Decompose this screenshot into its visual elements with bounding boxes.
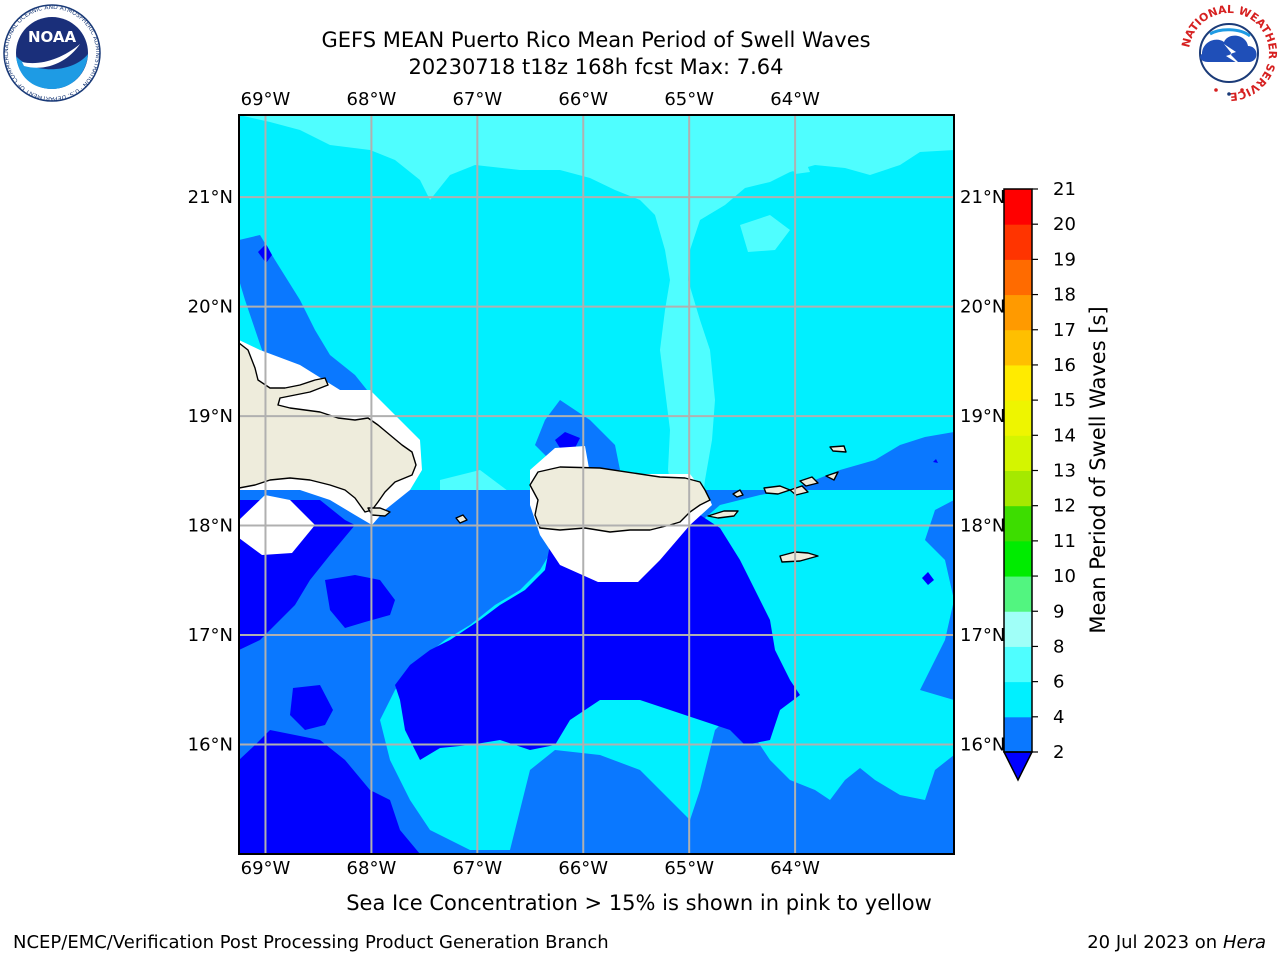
colorbar-segment	[1004, 470, 1032, 507]
colorbar-segment	[1004, 224, 1032, 260]
colorbar-segment	[1004, 435, 1032, 471]
lat-tick-right: 19°N	[960, 406, 1005, 427]
lat-tick-left: 20°N	[188, 297, 233, 318]
colorbar-tick-label: 19	[1053, 249, 1076, 270]
lat-tick-left: 19°N	[188, 406, 233, 427]
map-frame	[238, 114, 955, 855]
colorbar-tick-label: 16	[1053, 355, 1076, 376]
colorbar-segment	[1004, 329, 1032, 366]
svg-text:NOAA: NOAA	[28, 28, 77, 46]
lat-tick-right: 20°N	[960, 297, 1005, 318]
colorbar-label: Mean Period of Swell Waves [s]	[1086, 306, 1110, 633]
lat-tick-right: 16°N	[960, 735, 1005, 756]
colorbar-segment	[1004, 716, 1032, 753]
mona-island	[455, 514, 468, 524]
anegada-island	[829, 445, 847, 453]
lon-tick-top: 68°W	[347, 89, 397, 110]
colorbar-tick-label: 11	[1053, 531, 1076, 552]
colorbar-segment	[1004, 400, 1032, 436]
st-thomas-island	[763, 485, 791, 495]
colorbar-segment	[1004, 646, 1032, 683]
map-plot-area	[239, 115, 954, 854]
footer-org: NCEP/EMC/Verification Post Processing Pr…	[13, 932, 609, 953]
lon-tick-bottom: 69°W	[241, 858, 291, 879]
colorbar-tick-label: 9	[1053, 601, 1064, 622]
lat-tick-left: 17°N	[188, 625, 233, 646]
tortola-island	[799, 476, 819, 487]
lat-tick-right: 18°N	[960, 516, 1005, 537]
colorbar-segment	[1004, 294, 1032, 331]
lon-tick-top: 69°W	[241, 89, 291, 110]
colorbar-segment	[1004, 576, 1032, 612]
lon-tick-bottom: 68°W	[347, 858, 397, 879]
swell-contour-below-2	[239, 244, 938, 854]
colorbar-tick-label: 8	[1053, 636, 1064, 657]
colorbar-segment	[1004, 259, 1032, 296]
colorbar-tick-label: 15	[1053, 390, 1076, 411]
colorbar-segment	[1004, 189, 1032, 225]
sea-ice-note: Sea Ice Concentration > 15% is shown in …	[346, 891, 932, 915]
chart-subtitle: 20230718 t18z 168h fcst Max: 7.64	[408, 55, 784, 79]
colorbar-tick-label: 12	[1053, 496, 1076, 517]
graticule	[239, 115, 954, 854]
vieques-island	[707, 510, 739, 519]
lon-tick-bottom: 66°W	[558, 858, 608, 879]
footer-date: 20 Jul 2023 on Hera	[1087, 932, 1266, 953]
lon-tick-top: 64°W	[770, 89, 820, 110]
colorbar-segment	[1004, 540, 1032, 577]
lat-tick-left: 16°N	[188, 735, 233, 756]
colorbar-tick-label: 18	[1053, 285, 1076, 306]
colorbar: 2 4 6 8 9 10 11 12 13 14 15 16 17 18 19 20 21 Mean Period…	[1002, 179, 1110, 782]
colorbar-tick-label: 14	[1053, 425, 1076, 446]
colorbar-tick-label: 4	[1053, 707, 1064, 728]
culebra-island	[732, 489, 744, 498]
lon-tick-bottom: 67°W	[452, 858, 502, 879]
colorbar-tick-label: 6	[1053, 672, 1064, 693]
virgin-gorda-island	[825, 471, 839, 481]
chart-title: GEFS MEAN Puerto Rico Mean Period of Swe…	[321, 28, 871, 52]
colorbar-tick-label: 10	[1053, 566, 1076, 587]
lon-tick-top: 66°W	[558, 89, 608, 110]
footer-machine: Hera	[1222, 932, 1266, 953]
colorbar-segment	[1004, 611, 1032, 647]
colorbar-segment	[1004, 681, 1032, 718]
colorbar-tick-label: 21	[1053, 179, 1076, 200]
colorbar-segment	[1004, 364, 1032, 401]
lon-tick-top: 67°W	[452, 89, 502, 110]
colorbar-tick-label: 17	[1053, 320, 1076, 341]
colorbar-tick-label: 20	[1053, 214, 1076, 235]
lat-tick-left: 21°N	[188, 187, 233, 208]
colorbar-extend-arrow	[1002, 751, 1034, 782]
lon-tick-bottom: 64°W	[770, 858, 820, 879]
noaa-logo: NATIONAL OCEANIC AND ATMOSPHERIC ADMINIS…	[2, 4, 101, 102]
colorbar-tick-label: 2	[1053, 742, 1064, 763]
colorbar-segment	[1004, 505, 1032, 542]
colorbar-tick-label: 13	[1053, 461, 1076, 482]
lat-tick-left: 18°N	[188, 516, 233, 537]
lat-tick-right: 21°N	[960, 187, 1005, 208]
lon-tick-top: 65°W	[664, 89, 714, 110]
lat-tick-right: 17°N	[960, 625, 1005, 646]
footer-date-text: 20 Jul 2023 on	[1087, 932, 1223, 953]
nws-logo: NATIONAL WEATHER SERVICE	[1180, 4, 1278, 102]
axis-tick-labels: 69°W 69°W 68°W 68°W 67°W 67°W 66°W 66°W 65°W 65°W…	[188, 89, 1006, 879]
lon-tick-bottom: 65°W	[664, 858, 714, 879]
